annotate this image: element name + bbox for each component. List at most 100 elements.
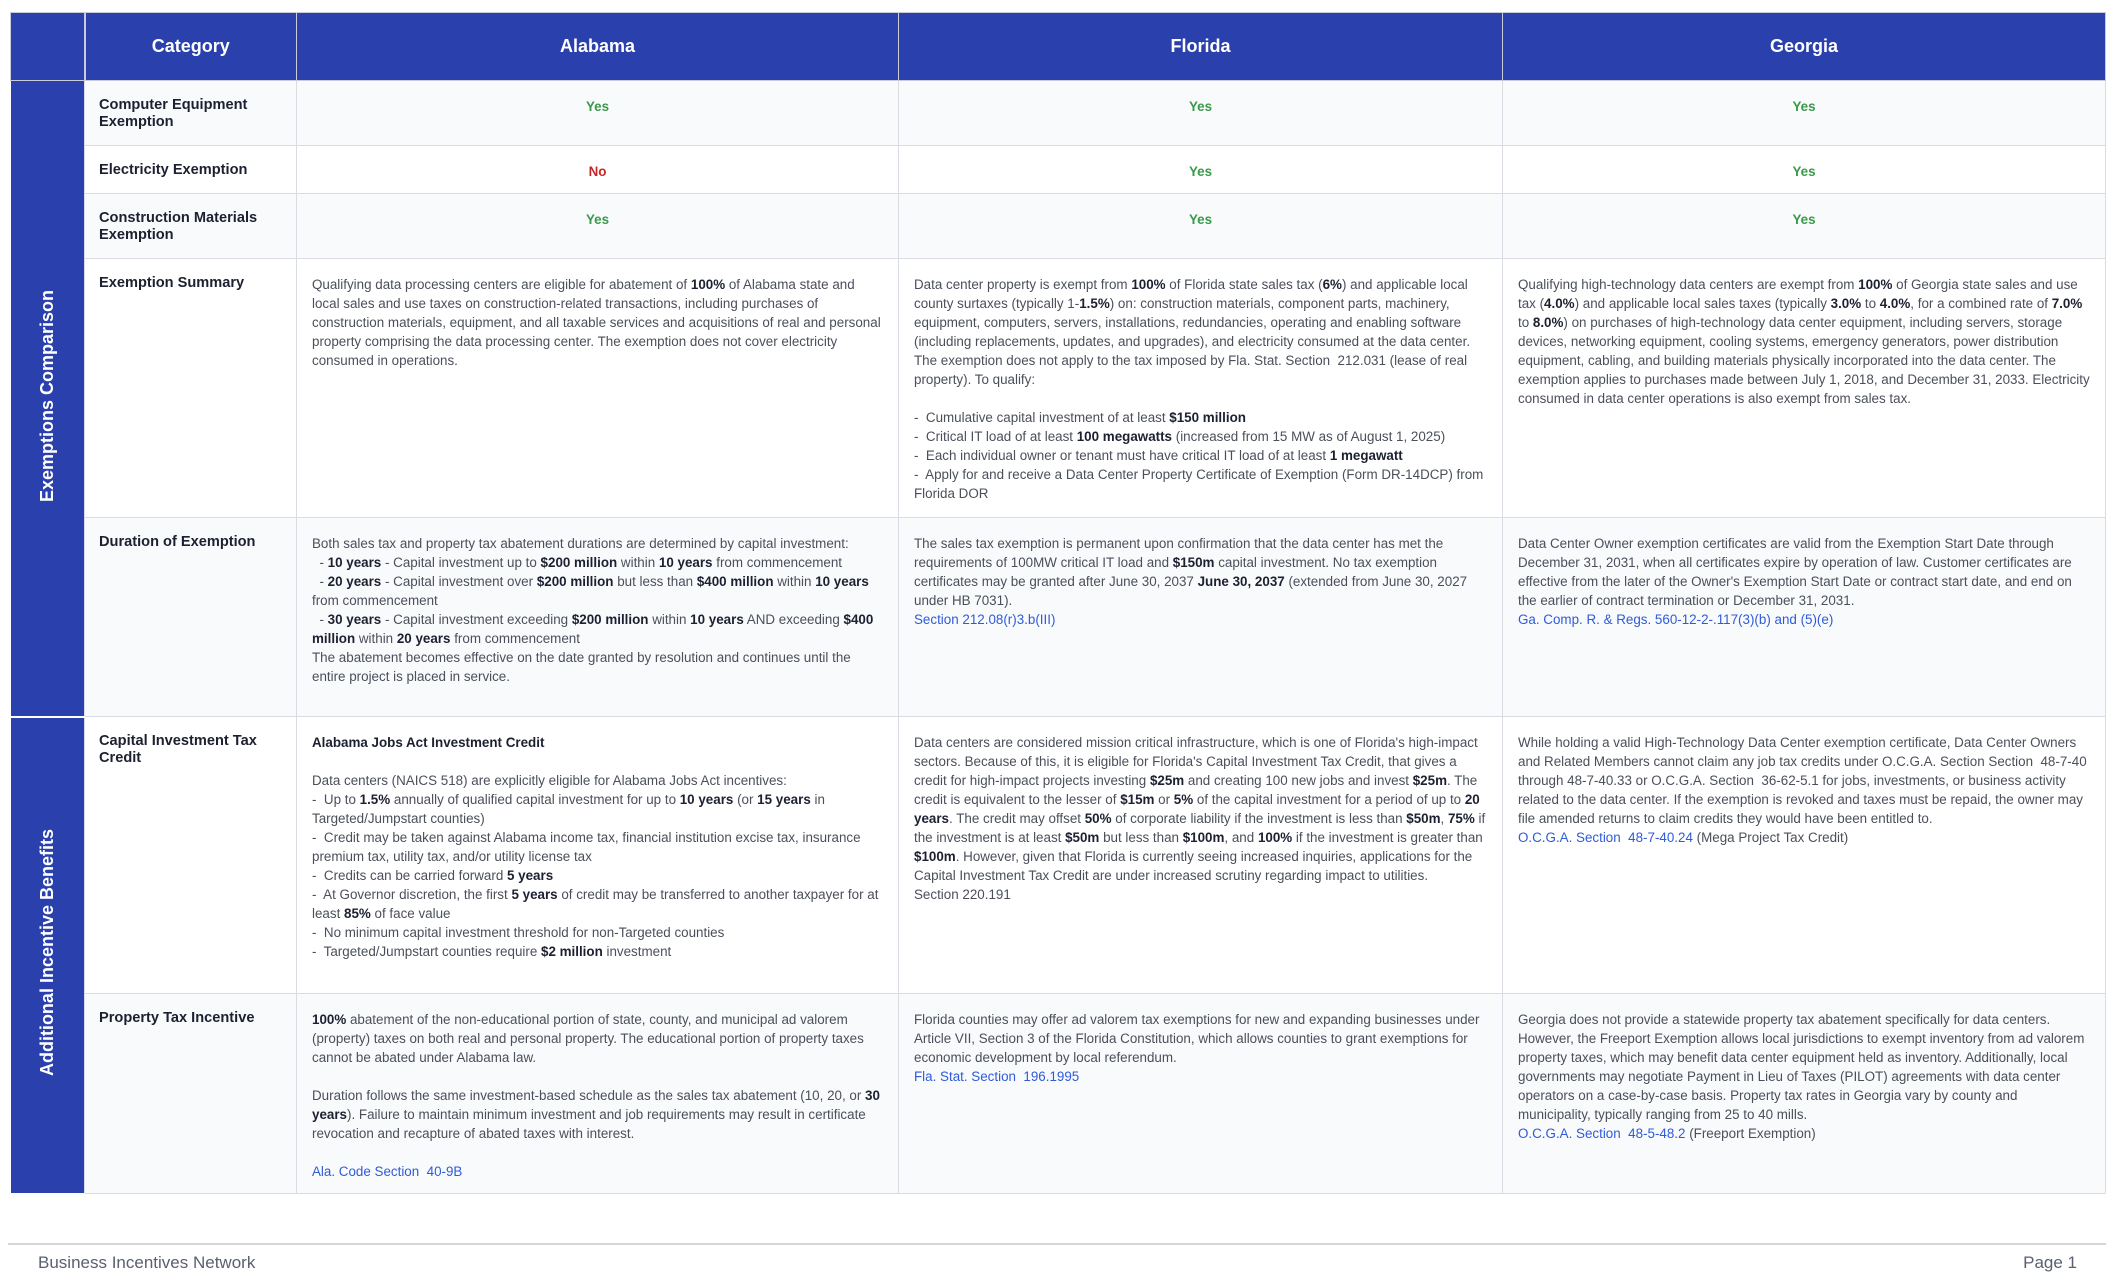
text-run: within <box>355 631 397 646</box>
text-line: O.C.G.A. Section 48-5-48.2 (Freeport Exe… <box>1518 1124 2090 1143</box>
bold-text: 100% <box>690 277 726 292</box>
header-corner <box>10 12 86 81</box>
citation-link[interactable]: O.C.G.A. Section 48-7-40.24 <box>1518 830 1693 845</box>
text-run: of Georgia state sales and use tax ( <box>1518 277 2082 311</box>
text-run: Section 220.191 <box>914 887 1011 902</box>
text-line <box>312 752 883 771</box>
header-alabama: Alabama <box>296 12 899 81</box>
text-run: - <box>312 612 328 627</box>
text-run: of Florida state sales tax ( <box>1165 277 1323 292</box>
bold-text: 30 years <box>312 1088 884 1122</box>
text-run: , for a combined rate of <box>1910 296 2052 311</box>
text-alabama: Both sales tax and property tax abatemen… <box>296 517 899 717</box>
bold-text: $50m <box>1065 830 1100 845</box>
bold-text: $400 million <box>696 574 774 589</box>
text-run: within <box>617 555 659 570</box>
bold-text: 6% <box>1322 277 1342 292</box>
yes-indicator: Yes <box>1188 164 1213 179</box>
bold-text: 100% <box>1858 277 1893 292</box>
comparison-table: Category Alabama Florida Georgia Exempti… <box>10 12 2106 1195</box>
bold-text: 1.5% <box>1079 296 1110 311</box>
text-run: or <box>1154 792 1174 807</box>
text-run: Duration follows the same investment-bas… <box>312 1088 866 1103</box>
text-line: 100% abatement of the non-educational po… <box>312 1010 883 1067</box>
table-row: Exemptions Comparison Computer Equipment… <box>10 80 2106 718</box>
header-georgia: Georgia <box>1502 12 2106 81</box>
bold-text: 30 years <box>327 612 382 627</box>
bold-text: 5 years <box>506 868 554 883</box>
bold-text: $200 million <box>571 612 649 627</box>
text-run: (extended from June 30, 2027 under HB 70… <box>914 574 1471 608</box>
text-run: but less than <box>613 574 697 589</box>
text-alabama: 100% abatement of the non-educational po… <box>296 993 899 1194</box>
yes-indicator: Yes <box>1792 99 1816 114</box>
text-run: (increased from 15 MW as of August 1, 20… <box>1172 429 1446 444</box>
text-run: - At Governor discretion, the first <box>312 887 512 902</box>
text-run: to <box>1861 296 1880 311</box>
text-line: - Critical IT load of at least 100 megaw… <box>914 427 1487 446</box>
text-run: abatement of the non-educational portion… <box>312 1012 868 1065</box>
text-run: within <box>773 574 816 589</box>
value-alabama: Yes <box>296 80 899 146</box>
text-run: ) and applicable local sales taxes (typi… <box>1574 296 1831 311</box>
text-line <box>312 1143 883 1162</box>
text-run: of credit may be transferred to another … <box>312 887 883 921</box>
group-additional-incentive-benefits: Additional Incentive Benefits <box>10 716 85 1195</box>
text-line: Alabama Jobs Act Investment Credit <box>312 733 883 752</box>
text-run: , <box>1440 811 1448 826</box>
text-run: - Apply for and receive a Data Center Pr… <box>914 467 1488 501</box>
text-run: and creating 100 new jobs and invest <box>1184 773 1413 788</box>
text-run: from commencement <box>712 555 842 570</box>
text-line: - Credit may be taken against Alabama in… <box>312 828 883 866</box>
text-run: if the investment is greater than <box>1292 830 1487 845</box>
bold-text: $15m <box>1120 792 1155 807</box>
text-run: - <box>312 555 328 570</box>
text-line: O.C.G.A. Section 48-7-40.24 (Mega Projec… <box>1518 828 2090 847</box>
header-row: Category Alabama Florida Georgia <box>10 12 2106 81</box>
text-line: - No minimum capital investment threshol… <box>312 923 883 942</box>
text-run: Data center property is exempt from <box>914 277 1132 292</box>
citation-link[interactable]: Ga. Comp. R. & Regs. 560-12-2-.117(3)(b)… <box>1518 612 1834 627</box>
citation-link[interactable]: Section 212.08(r)3.b(III) <box>914 612 1056 627</box>
bold-text: $200 million <box>540 555 618 570</box>
bold-text: 1.5% <box>359 792 391 807</box>
bold-text: 1 megawatt <box>1329 448 1403 463</box>
bold-text: 15 years <box>757 792 811 807</box>
text-run: Both sales tax and property tax abatemen… <box>312 536 849 551</box>
text-run: . However, given that Florida is current… <box>914 849 1476 883</box>
citation-link[interactable]: Fla. Stat. Section 196.1995 <box>914 1069 1080 1084</box>
text-line <box>914 389 1487 408</box>
category-cell: Capital Investment Tax Credit <box>84 716 297 994</box>
text-run: - Cumulative capital investment of at le… <box>914 410 1170 425</box>
text-run: annually of qualified capital investment… <box>390 792 680 807</box>
text-line: The abatement becomes effective on the d… <box>312 648 883 686</box>
citation-link[interactable]: O.C.G.A. Section 48-5-48.2 <box>1518 1126 1686 1141</box>
value-alabama: No <box>296 145 899 194</box>
text-run: Qualifying data processing centers are e… <box>312 277 691 292</box>
yes-indicator: Yes <box>585 212 610 227</box>
text-run: Qualifying high-technology data centers … <box>1518 277 1859 292</box>
bold-text: 10 years <box>815 574 869 589</box>
text-run: - Targeted/Jumpstart counties require <box>312 944 541 959</box>
text-run: from commencement <box>450 631 580 646</box>
bold-text: 10 years <box>658 555 713 570</box>
text-line: Duration follows the same investment-bas… <box>312 1086 883 1143</box>
footer-page-number: Page 1 <box>2023 1253 2077 1272</box>
bold-text: $100m <box>914 849 956 864</box>
text-run: Data Center Owner exemption certificates… <box>1518 536 2076 608</box>
table-row: Additional Incentive Benefits Capital In… <box>10 716 2106 1195</box>
text-georgia: Qualifying high-technology data centers … <box>1502 258 2106 518</box>
text-run: ). Failure to maintain minimum investmen… <box>312 1107 870 1141</box>
text-run: of face value <box>370 906 451 921</box>
yes-indicator: Yes <box>1188 99 1213 114</box>
citation-link[interactable]: Ala. Code Section 40-9B <box>312 1164 463 1179</box>
bold-text: $25m <box>1412 773 1447 788</box>
text-line: The sales tax exemption is permanent upo… <box>914 534 1487 610</box>
value-alabama: Yes <box>296 193 899 259</box>
bold-text: 100% <box>1131 277 1166 292</box>
text-line: Data Center Owner exemption certificates… <box>1518 534 2090 610</box>
text-run: - Each individual owner or tenant must h… <box>914 448 1330 463</box>
value-georgia: Yes <box>1502 80 2106 146</box>
value-florida: Yes <box>898 145 1503 194</box>
text-line: - Credits can be carried forward 5 years <box>312 866 883 885</box>
